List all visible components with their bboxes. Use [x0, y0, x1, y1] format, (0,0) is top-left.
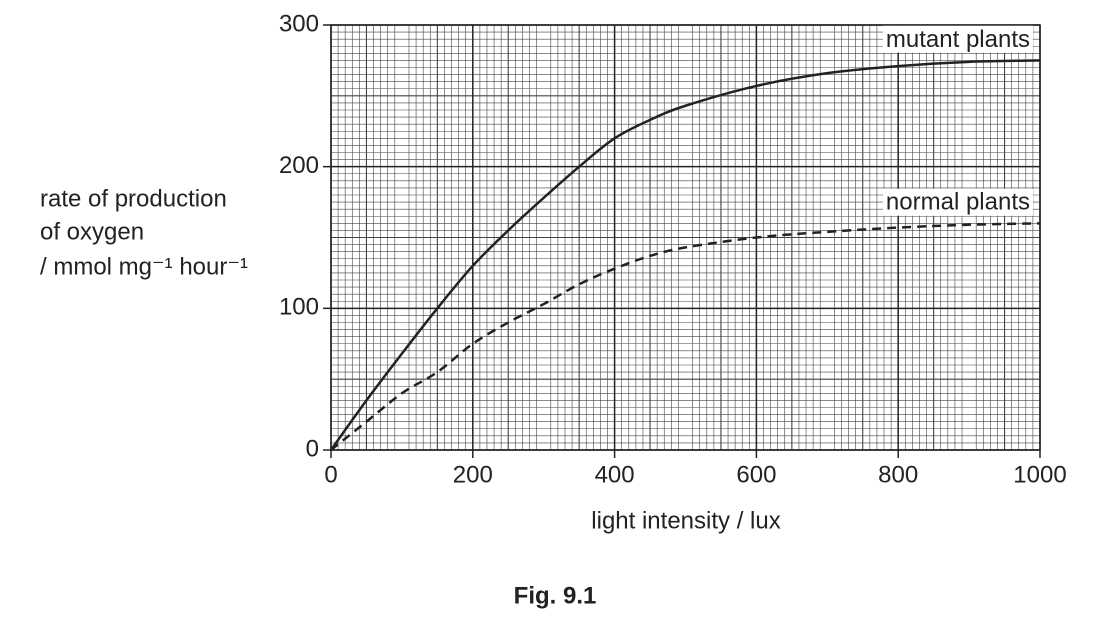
x-tick-label: 800 [878, 461, 918, 488]
x-tick-label: 400 [595, 461, 635, 488]
series-label: mutant plants [886, 26, 1030, 53]
y-axis-label: / mmol mg⁻¹ hour⁻¹ [40, 253, 248, 280]
data-line [330, 222, 1041, 451]
y-tick-label: 100 [279, 294, 319, 321]
series-label-bg [882, 188, 1033, 216]
x-axis-label: light intensity / lux [591, 507, 780, 534]
plot-frame [330, 24, 1041, 451]
series-label: normal plants [886, 189, 1030, 216]
figure-caption: Fig. 9.1 [514, 582, 597, 609]
y-tick-label: 300 [279, 10, 319, 37]
data-line [329, 59, 1041, 451]
x-tick-label: 0 [324, 461, 337, 488]
x-tick-label: 1000 [1013, 461, 1066, 488]
x-tick-label: 200 [453, 461, 493, 488]
series-label-bg [882, 25, 1033, 53]
y-tick-label: 0 [306, 435, 319, 462]
x-tick-label: 600 [736, 461, 776, 488]
y-axis-label: rate of production [40, 185, 227, 212]
y-axis-label: of oxygen [40, 218, 144, 245]
y-tick-label: 200 [279, 152, 319, 179]
